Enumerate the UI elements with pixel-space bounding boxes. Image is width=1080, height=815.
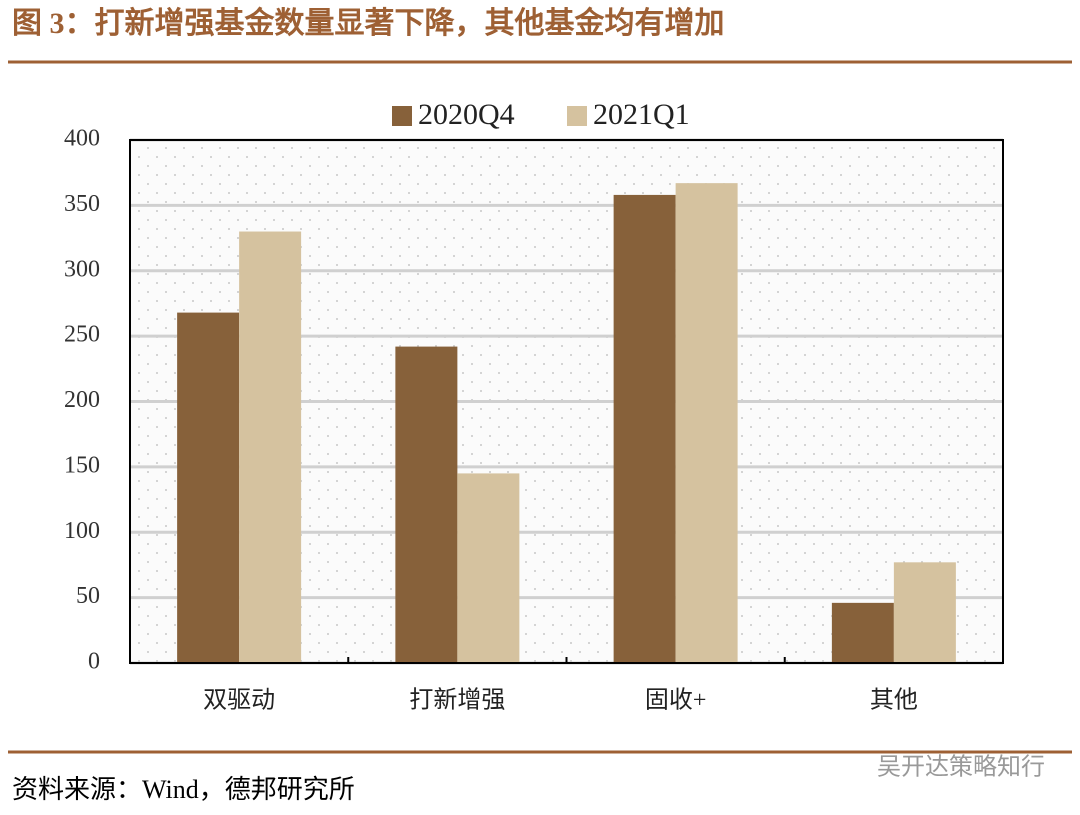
bar — [395, 346, 458, 663]
y-tick-label: 0 — [88, 649, 100, 675]
x-tick-label: 打新增强 — [409, 687, 505, 714]
y-tick-label: 300 — [64, 256, 100, 282]
bar — [177, 312, 240, 663]
bar — [893, 562, 956, 663]
legend-swatch — [392, 106, 412, 126]
y-tick-label: 50 — [76, 583, 100, 609]
bar — [675, 183, 738, 663]
bar — [239, 231, 302, 663]
y-tick-label: 250 — [64, 322, 100, 348]
figure-title: 图 3：打新增强基金数量显著下降，其他基金均有增加 — [12, 6, 725, 40]
y-tick-label: 400 — [64, 126, 100, 152]
x-tick-label: 固收+ — [645, 687, 707, 714]
bar — [457, 473, 520, 663]
legend-swatch — [567, 106, 587, 126]
watermark: 吴开达策略知行 — [877, 753, 1045, 780]
bar — [613, 194, 676, 664]
source: 资料来源：Wind，德邦研究所 — [12, 775, 355, 804]
x-tick-label: 其他 — [870, 687, 918, 714]
x-tick-label: 双驱动 — [203, 687, 275, 714]
plot-frame — [129, 139, 1004, 664]
y-tick-label: 350 — [64, 191, 100, 217]
y-tick-label: 100 — [64, 518, 100, 544]
bar — [831, 602, 894, 663]
y-tick-label: 150 — [64, 452, 100, 478]
legend-label: 2021Q1 — [593, 98, 690, 131]
legend-label: 2020Q4 — [418, 98, 515, 131]
y-tick-label: 200 — [64, 387, 100, 413]
